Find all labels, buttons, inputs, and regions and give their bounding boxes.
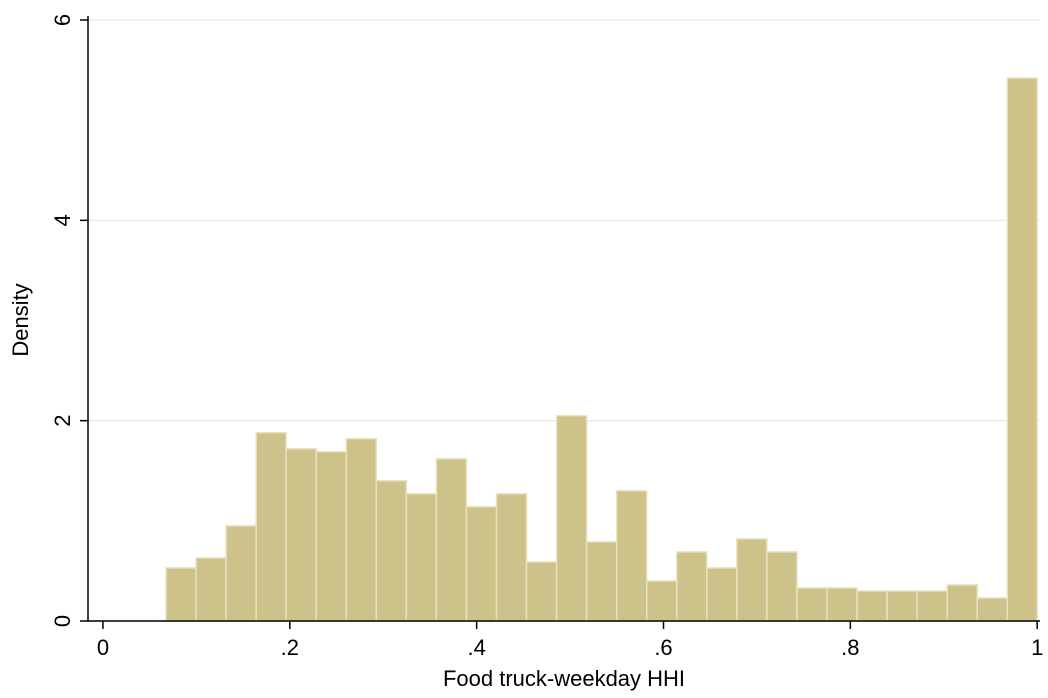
bar [165,567,197,622]
x-tick-label: .4 [467,635,485,660]
y-tick-label: 0 [50,615,75,627]
bar [195,557,227,622]
y-axis-label: Density [8,283,33,356]
bar [225,525,257,622]
bar [465,506,498,622]
bar [706,567,738,622]
bar [585,541,618,622]
bar [285,447,317,622]
x-tick-label: 0 [97,635,109,660]
bar [405,493,438,622]
x-tick-label: .2 [281,635,299,660]
bar [766,551,798,622]
bar [315,450,348,622]
bar [646,580,678,622]
bar [676,551,708,622]
x-tick-label: .6 [654,635,672,660]
bar [525,561,558,622]
bar [435,457,468,622]
bar [976,597,1009,622]
bar [615,490,648,622]
y-tick-label: 6 [50,14,75,26]
bar [856,590,888,622]
bar [826,587,858,622]
bar [736,538,768,622]
y-tick-label: 4 [50,214,75,226]
bar [555,414,588,622]
bar [375,480,408,622]
bar [1006,77,1038,622]
bar [946,584,978,622]
bar [886,590,918,622]
x-axis-label: Food truck-weekday HHI [443,666,685,691]
x-tick-label: 1 [1031,635,1043,660]
bar [916,590,948,622]
bar [495,493,528,622]
bar [796,587,828,622]
bar [345,437,378,622]
bar [255,431,287,622]
y-tick-label: 2 [50,415,75,427]
x-tick-label: .8 [841,635,859,660]
